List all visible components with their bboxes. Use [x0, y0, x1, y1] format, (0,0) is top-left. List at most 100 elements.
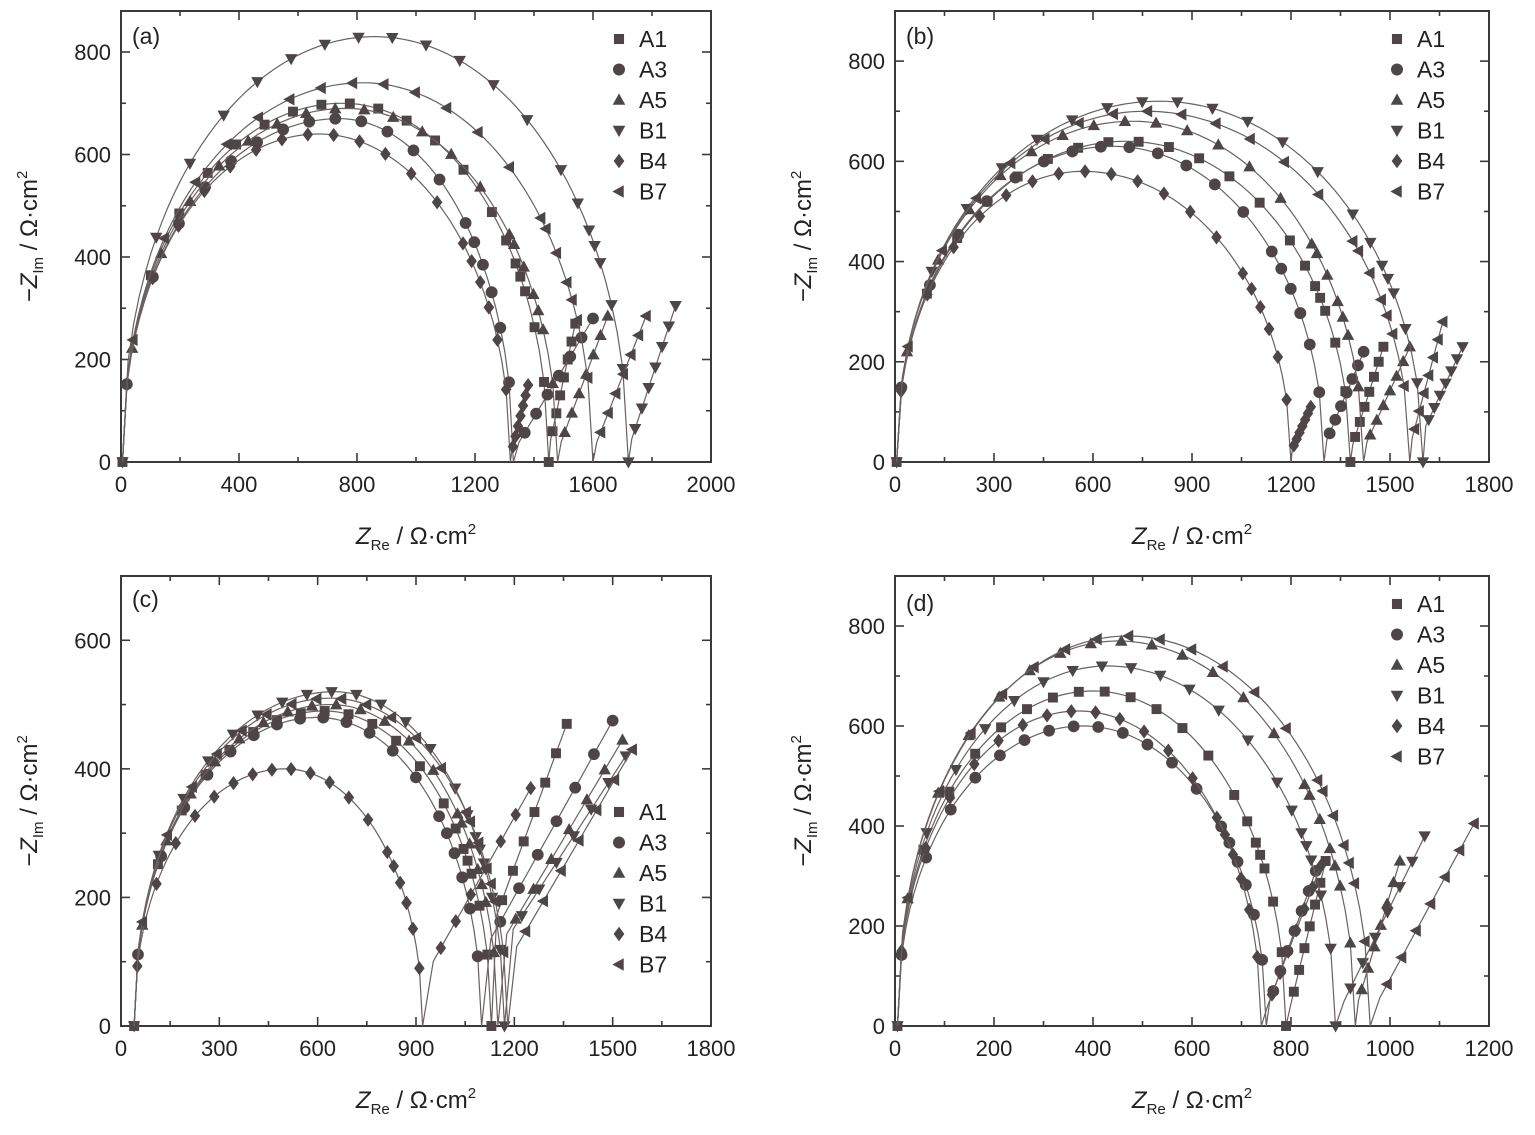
series-markers-a5 [135, 698, 629, 958]
panel-label: (d) [906, 590, 934, 616]
data-point [1324, 943, 1337, 955]
data-point [464, 902, 476, 915]
data-point [890, 457, 903, 469]
data-point [1347, 877, 1360, 890]
data-point [969, 756, 980, 772]
data-point [1445, 366, 1458, 378]
data-point [1303, 338, 1316, 351]
data-point [594, 426, 606, 439]
data-point [543, 457, 554, 467]
y-tick-label: 400 [74, 245, 111, 270]
x-tick-label: 300 [976, 472, 1013, 497]
x-tick-label: 600 [1075, 472, 1112, 497]
data-point [407, 144, 420, 157]
data-point [1276, 137, 1289, 149]
data-point [466, 254, 477, 269]
legend-marker [612, 866, 626, 878]
data-point [1333, 879, 1347, 891]
data-point [1241, 735, 1255, 747]
data-point [920, 840, 932, 856]
data-point [1313, 812, 1326, 824]
data-point [1410, 378, 1424, 390]
y-tick-label: 0 [873, 450, 885, 475]
data-point [451, 807, 464, 819]
data-point [1350, 431, 1361, 442]
data-point [260, 708, 272, 721]
data-point [1279, 722, 1291, 735]
data-point [329, 102, 342, 114]
legend-label: B4 [1417, 148, 1445, 174]
data-point [477, 258, 489, 271]
data-point [487, 945, 501, 958]
data-point [1320, 856, 1331, 866]
data-point [303, 115, 316, 128]
data-point [1255, 299, 1266, 315]
data-point [399, 717, 412, 729]
legend-item-b4: B4 [1391, 713, 1445, 739]
data-point [996, 722, 1007, 733]
plot-frame [894, 10, 1490, 463]
legend-label: A5 [639, 860, 667, 886]
data-point [1190, 782, 1203, 795]
data-point [459, 217, 472, 229]
series-markers-b7 [135, 692, 637, 959]
data-point [1259, 863, 1270, 874]
legend-marker [1391, 33, 1403, 45]
data-point [1368, 940, 1381, 952]
series-markers-a3 [132, 711, 619, 963]
x-tick-label: 300 [201, 1036, 238, 1061]
series-line-b1 [896, 665, 1426, 1027]
data-point [350, 689, 363, 702]
data-point [1066, 145, 1079, 158]
legend-item-a3: A3 [613, 57, 667, 83]
data-point [340, 716, 353, 728]
data-point [601, 406, 613, 420]
legend-marker [1391, 718, 1403, 734]
data-point [522, 377, 534, 393]
data-point [1022, 704, 1032, 715]
data-point [993, 733, 1004, 748]
data-point [1124, 663, 1138, 675]
data-point [609, 387, 621, 400]
legend-marker [613, 153, 625, 169]
data-point [628, 424, 642, 436]
data-point [231, 139, 242, 150]
data-point [1329, 413, 1342, 426]
data-point [224, 745, 237, 758]
data-point [1310, 899, 1321, 910]
data-point [1183, 684, 1196, 696]
x-tick-label: 2000 [687, 472, 736, 497]
x-tick-label: 1200 [1465, 1036, 1514, 1061]
data-point [1310, 281, 1321, 292]
x-tick-label: 1200 [451, 472, 500, 497]
data-point [480, 862, 492, 875]
data-point [534, 211, 546, 225]
data-point [642, 383, 655, 395]
data-point [624, 348, 636, 361]
data-point [241, 134, 255, 146]
data-point [1361, 961, 1375, 973]
data-point [549, 246, 562, 260]
data-point [1180, 159, 1193, 172]
data-point [1242, 816, 1253, 827]
data-point [978, 724, 992, 736]
data-point [1345, 457, 1356, 467]
data-point [1177, 723, 1188, 733]
data-point [964, 726, 976, 740]
data-point [424, 744, 437, 756]
x-tick-label: 0 [115, 1036, 127, 1061]
data-point [1212, 705, 1225, 717]
x-tick-label: 1200 [490, 1036, 539, 1061]
data-point [605, 300, 618, 312]
data-point [1194, 153, 1205, 164]
series-markers-b7 [901, 105, 1448, 436]
data-point [1335, 400, 1347, 413]
data-point [388, 859, 399, 874]
data-point [1219, 827, 1231, 842]
data-point [1315, 877, 1326, 888]
data-point [944, 803, 957, 816]
legend-marker [1390, 750, 1402, 763]
data-point [1417, 387, 1429, 400]
data-point [1364, 428, 1377, 440]
data-point [572, 387, 586, 399]
